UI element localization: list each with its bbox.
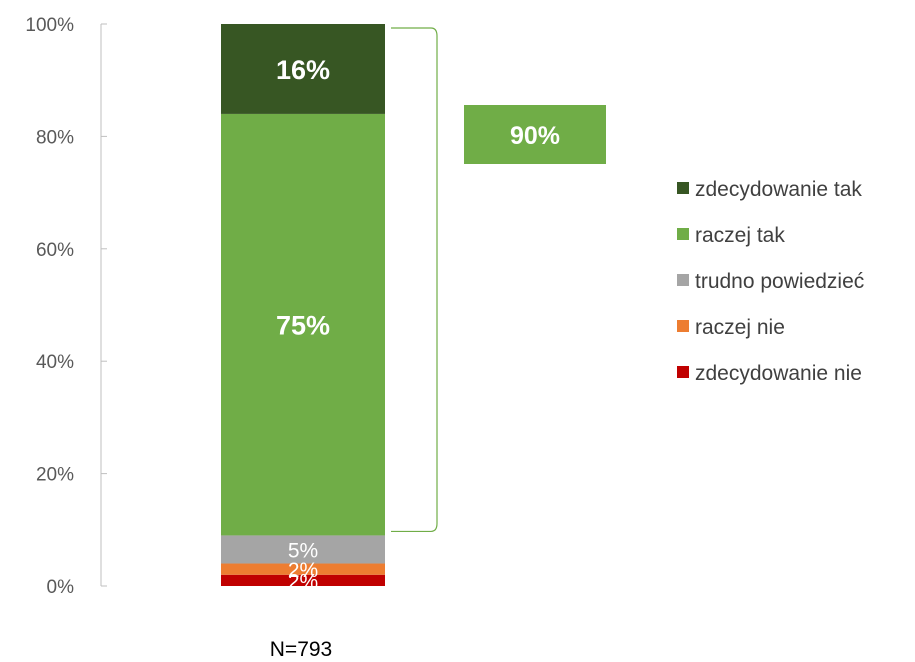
data-label-zdecydowanie-tak: 16% <box>276 55 330 85</box>
legend-item-trudno-powiedzie-: trudno powiedzieć <box>677 270 864 293</box>
y-tick-label: 40% <box>36 352 74 373</box>
total-brace <box>391 27 438 533</box>
legend-swatch <box>677 274 689 286</box>
data-label-trudno-powiedzie-: 5% <box>288 539 318 562</box>
legend-label: zdecydowanie nie <box>695 362 862 385</box>
legend-swatch <box>677 320 689 332</box>
data-label-zdecydowanie-nie: 2% <box>288 570 318 593</box>
legend: zdecydowanie tak raczej tak trudno powiedz… <box>677 178 864 385</box>
total-callout-value: 90% <box>510 122 560 150</box>
y-axis: 0% 20% 40% 60% 80% 100% <box>25 15 107 598</box>
legend-item-raczej-tak: raczej tak <box>677 224 785 247</box>
legend-label: zdecydowanie tak <box>695 178 862 201</box>
bar-segment-trudno-powiedzie- <box>221 535 385 564</box>
total-callout: 90% <box>464 105 606 164</box>
legend-label: trudno powiedzieć <box>695 270 864 293</box>
sample-size-label: N=793 <box>270 638 332 661</box>
legend-swatch <box>677 366 689 378</box>
legend-label: raczej tak <box>695 224 785 247</box>
y-tick-label: 0% <box>47 577 75 598</box>
y-tick-label: 80% <box>36 127 74 148</box>
data-label-raczej-nie: 2% <box>288 559 318 582</box>
bar-stack <box>221 24 385 586</box>
legend-item-raczej-nie: raczej nie <box>677 316 785 339</box>
legend-item-zdecydowanie-nie: zdecydowanie nie <box>677 362 862 385</box>
legend-swatch <box>677 182 689 194</box>
y-tick-label: 100% <box>25 15 74 36</box>
total-callout-box <box>464 105 606 164</box>
legend-label: raczej nie <box>695 316 785 339</box>
bar-segment-raczej-nie <box>221 563 385 575</box>
brace-line <box>391 27 438 533</box>
data-label-raczej-tak: 75% <box>276 311 330 341</box>
segment-labels: 2%2%5%75%16% <box>276 55 330 593</box>
legend-swatch <box>677 228 689 240</box>
legend-item-zdecydowanie-tak: zdecydowanie tak <box>677 178 862 201</box>
y-tick-label: 60% <box>36 240 74 261</box>
bar-segment-zdecydowanie-nie <box>221 574 385 586</box>
bar-segment-zdecydowanie-tak <box>221 24 385 114</box>
bar-segment-raczej-tak <box>221 113 385 536</box>
y-tick-label: 20% <box>36 465 74 486</box>
